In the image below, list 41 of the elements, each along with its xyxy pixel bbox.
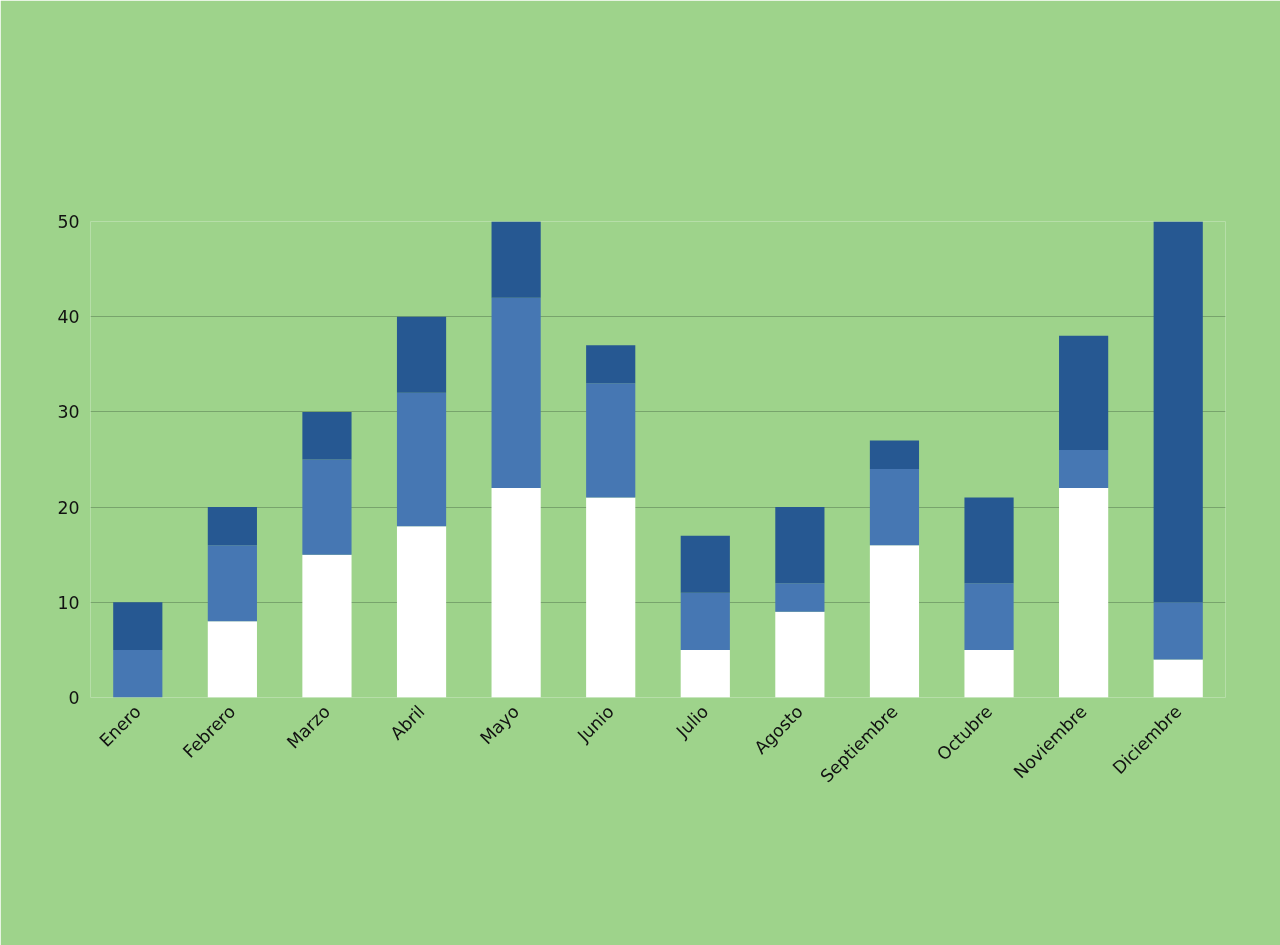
bar: [775, 611, 825, 698]
bar: [1059, 335, 1109, 450]
bar: [1153, 602, 1203, 660]
y-tick-label: 40: [57, 307, 80, 328]
y-tick-label: 0: [68, 688, 80, 708]
bar: [207, 545, 257, 622]
bar: [491, 488, 541, 698]
bar: [775, 583, 825, 612]
bar: [680, 649, 730, 698]
bar: [302, 411, 352, 460]
bar: [207, 621, 257, 698]
bar: [1153, 221, 1203, 603]
y-tick-label: 10: [57, 592, 80, 613]
bar: [302, 459, 352, 555]
bar: [964, 497, 1014, 584]
y-tick-label: 30: [57, 402, 80, 423]
bar: [586, 383, 636, 498]
bar: [113, 649, 163, 698]
bar: [302, 554, 352, 698]
bar: [491, 297, 541, 489]
bar: [1059, 488, 1109, 698]
bar: [586, 497, 636, 698]
bar: [964, 583, 1014, 650]
bar: [869, 440, 920, 470]
bar: [869, 545, 920, 698]
bar: [680, 592, 730, 650]
bar: [586, 345, 636, 384]
bar: [113, 602, 163, 650]
y-tick-label: 50: [57, 212, 80, 232]
y-tick-label: 20: [57, 497, 80, 518]
bar: [207, 507, 257, 546]
bar: [964, 649, 1014, 698]
bar: [396, 392, 447, 527]
bar: [1059, 449, 1109, 489]
bar: [775, 507, 825, 584]
bar: [680, 535, 730, 593]
bar: [1153, 659, 1203, 698]
bar: [491, 221, 541, 298]
bar: [869, 469, 920, 546]
bar: [396, 316, 447, 393]
bar: [396, 526, 447, 698]
